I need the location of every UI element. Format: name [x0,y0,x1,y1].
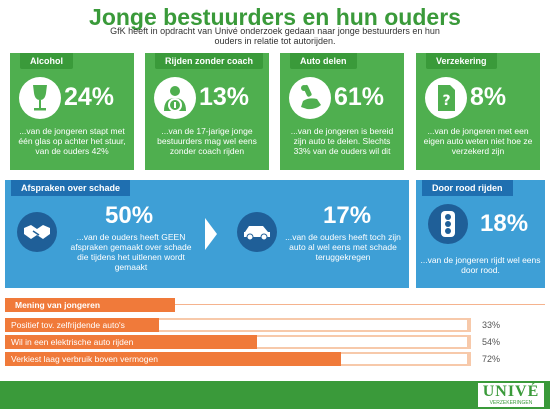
survey-bar-fill [5,352,341,366]
footer-bar [0,381,550,409]
page-title: Jonge bestuurders en hun ouders [89,4,461,30]
panel-tab: Mening van jongeren [5,298,175,312]
panel-afspraken-over-schade: Afspraken over schade 50% ...van de oude… [5,180,409,288]
rood-percentage: 18% [480,210,529,237]
hand-with-car-key-icon [289,77,331,119]
card-description: ...van de jongeren stapt met één glas op… [18,126,126,156]
unive-logo: UNIVÉ VERZEKERINGEN [478,383,544,407]
survey-bar-remainder [340,354,467,364]
card-verzekering: Verzekering ? 8% ...van de jongeren met … [416,53,540,170]
card-description: ...van de jongeren met een eigen auto we… [423,126,533,156]
card-auto-delen: Auto delen 61% ...van de jongeren is ber… [280,53,404,170]
survey-row: Wil in een elektrische auto rijden [5,335,471,349]
survey-row-label: Verkiest laag verbruik boven vermogen [11,354,158,364]
arrow-right-icon [205,218,217,250]
panel-tab: Afspraken over schade [11,180,131,196]
panel-mening-van-jongeren: Mening van jongeren Positief tov. zelfri… [5,296,545,366]
survey-row: Verkiest laag verbruik boven vermogen [5,352,471,366]
card-percentage: 61% [334,83,385,111]
survey-bar-fill [5,335,257,349]
card-percentage: 8% [470,83,507,111]
card-rijden-zonder-coach: Rijden zonder coach 13% ...van de 17-jar… [145,53,269,170]
card-tab: Alcohol [20,53,73,69]
panel-tab: Door rood rijden [422,180,513,196]
schade-left-description: ...van de ouders heeft GEEN afspraken ge… [70,232,192,272]
handshake-icon [17,212,57,252]
card-description: ...van de jongeren is bereid zijn auto t… [290,126,394,156]
card-tab: Verzekering [426,53,497,69]
panel-door-rood-rijden: Door rood rijden 18% ...van de jongeren … [416,180,545,288]
survey-row-percentage: 72% [482,354,501,364]
logo-tagline: VERZEKERINGEN [489,400,533,406]
card-tab: Rijden zonder coach [155,53,264,69]
logo-name: UNIVÉ [482,383,540,400]
survey-row: Positief tov. zelfrijdende auto's [5,318,471,332]
survey-row-percentage: 54% [482,337,501,347]
card-alcohol: Alcohol 24% ...van de jongeren stapt met… [10,53,134,170]
page-subtitle: GfK heeft in opdracht van Univé onderzoe… [110,26,440,46]
svg-text:?: ? [442,93,450,109]
rood-description: ...van de jongeren rijdt wel eens door r… [420,255,541,275]
survey-row-percentage: 33% [482,320,501,330]
schade-right-percentage: 17% [323,202,372,229]
schade-right-description: ...van de ouders heeft toch zijn auto al… [285,232,401,262]
card-percentage: 13% [199,83,250,111]
divider [5,304,545,305]
survey-bar-remainder [158,320,467,330]
card-tab: Auto delen [290,53,357,69]
survey-bar-remainder [256,337,467,347]
driver-steering-wheel-icon [154,77,196,119]
wine-glass-icon [19,77,61,119]
survey-bar-fill [5,318,159,332]
car-icon [237,212,277,252]
survey-row-label: Positief tov. zelfrijdende auto's [11,320,125,330]
survey-row-label: Wil in een elektrische auto rijden [11,337,134,347]
traffic-light-icon [428,204,468,244]
card-description: ...van de 17-jarige jonge bestuurders ma… [157,126,257,156]
schade-left-percentage: 50% [105,202,154,229]
card-percentage: 24% [64,83,115,111]
document-question-icon: ? [425,77,467,119]
